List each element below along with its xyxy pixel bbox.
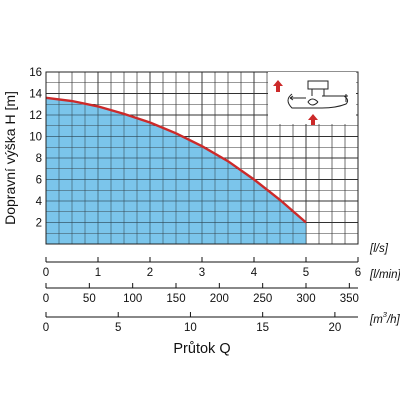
pump-schematic-icon [268,72,356,125]
x-tick-label: 0 [43,322,49,334]
x-tick-label: 50 [83,293,96,305]
x-tick-label: 250 [253,293,272,305]
x-tick-label: 0 [43,293,49,305]
x-tick-label: 5 [303,267,309,279]
y-tick-label: 8 [36,153,42,165]
x-tick-label: 5 [115,322,121,334]
x-axes: 0 1 2 3 4 5 6[l/s]0 50 100 150 200 250 300 350[l/min]… [43,243,400,334]
x-axis-unit-label: [l/s] [369,243,389,255]
x-tick-label: 1 [95,267,101,279]
x-tick-label: 150 [166,293,185,305]
x-tick-label: 15 [256,322,269,334]
x-tick-label: 4 [251,267,258,279]
x-tick-label: 10 [184,322,197,334]
x-tick-label: 350 [340,293,359,305]
y-tick-label: 6 [36,175,42,187]
x-tick-label: 20 [328,322,341,334]
x-tick-label: 100 [123,293,142,305]
x-axis-unit-label: [m3/h] [369,310,400,326]
y-axis-label: Dopravní výška H [m] [2,91,18,225]
x-axis-label: Průtok Q [173,341,230,357]
x-tick-label: 3 [199,267,205,279]
x-tick-label: 300 [296,293,315,305]
y-tick-label: 14 [29,89,42,101]
performance-curve [45,96,307,224]
x-axis-unit-label: [l/min] [369,269,400,281]
x-tick-label: 2 [147,267,153,279]
y-tick-label: 4 [36,196,43,208]
y-tick-label: 16 [29,67,42,79]
y-tick-label: 12 [29,110,42,122]
y-axis-ticks: 2 4 6 8 10 12 14 16 [29,67,42,230]
outflow-arrow-icon [273,80,283,92]
y-tick-label: 2 [36,218,42,230]
plot-frame [45,71,359,245]
y-tick-label: 10 [29,132,42,144]
inflow-arrow-icon [308,114,318,125]
x-tick-label: 0 [43,267,49,279]
x-tick-label: 6 [355,267,361,279]
x-tick-label: 200 [210,293,229,305]
